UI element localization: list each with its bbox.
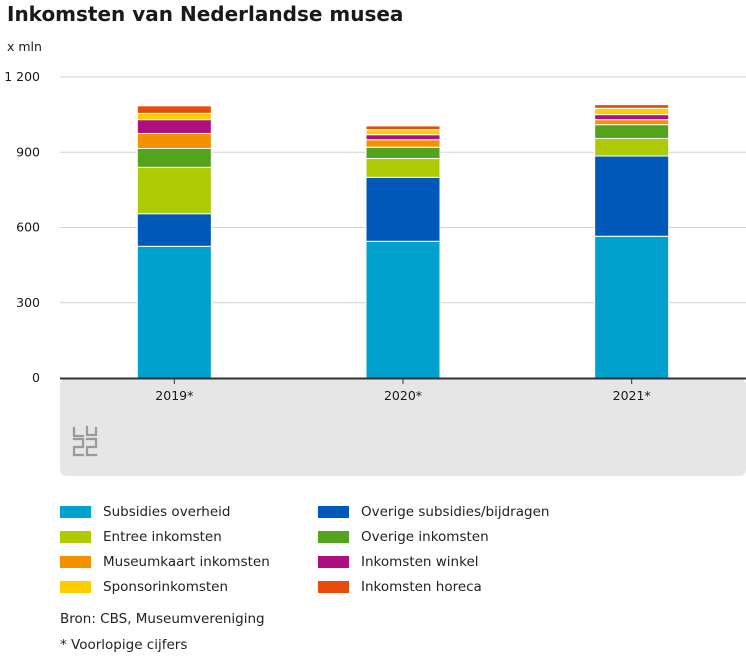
legend-item: Inkomsten horeca: [318, 577, 608, 596]
footnote: * Voorlopige cijfers: [60, 637, 188, 653]
y-tick-label: 0: [32, 370, 40, 385]
source-note: Bron: CBS, Museumvereniging: [60, 611, 265, 627]
legend-item: Subsidies overheid: [60, 502, 318, 521]
bar-segment: [365, 240, 441, 379]
bar-segment: [594, 137, 670, 157]
legend-item: Inkomsten winkel: [318, 552, 608, 571]
legend-item: Overige inkomsten: [318, 527, 608, 546]
bar-segment: [136, 112, 212, 121]
bar-segment: [365, 125, 441, 131]
legend-swatch: [60, 580, 91, 593]
chart-title: Inkomsten van Nederlandse musea: [7, 2, 404, 26]
bar-segment: [594, 124, 670, 139]
legend-label: Overige subsidies/bijdragen: [361, 503, 550, 520]
legend-item: Museumkaart inkomsten: [60, 552, 318, 571]
x-tick-label: 2021*: [613, 388, 651, 403]
legend-label: Subsidies overheid: [103, 503, 231, 520]
cbs-logo-icon: [72, 425, 98, 457]
chart-plot: 0 300 600 900 1 200 2019* 2020* 2021* x mln: [4, 39, 746, 476]
bar-segment: [594, 235, 670, 379]
plot-footer-panel: [60, 379, 746, 476]
bar-segment: [136, 119, 212, 134]
legend-item: Entree inkomsten: [60, 527, 318, 546]
y-tick-label: 300: [16, 295, 40, 310]
legend-label: Overige inkomsten: [361, 528, 489, 545]
legend-swatch: [60, 555, 91, 568]
legend-label: Inkomsten horeca: [361, 578, 482, 595]
bar-segment: [365, 176, 441, 242]
legend-item: Overige subsidies/bijdragen: [318, 502, 608, 521]
bar-segment: [136, 132, 212, 149]
bar-segment: [136, 105, 212, 114]
bar-segment: [594, 114, 670, 121]
legend-label: Sponsorinkomsten: [103, 578, 229, 595]
bar-segment: [365, 134, 441, 141]
y-tick-label: 600: [16, 220, 40, 235]
bar-segment: [365, 146, 441, 160]
bar-segment: [594, 104, 670, 109]
bar-segment: [136, 213, 212, 247]
bar-segment: [594, 107, 670, 116]
legend-swatch: [60, 530, 91, 543]
bar-segment: [136, 245, 212, 379]
x-tick-label: 2019*: [155, 388, 193, 403]
x-tick-label: 2020*: [384, 388, 422, 403]
legend-swatch: [60, 505, 91, 518]
legend-swatch: [318, 555, 349, 568]
legend-item: Sponsorinkomsten: [60, 577, 318, 596]
bar-segment: [136, 147, 212, 168]
legend-swatch: [318, 530, 349, 543]
legend: Subsidies overheid Overige subsidies/bijd…: [60, 502, 620, 596]
bar-segment: [136, 166, 212, 215]
bar-segment: [594, 119, 670, 126]
y-tick-label: 900: [16, 144, 40, 159]
legend-swatch: [318, 505, 349, 518]
y-axis-unit-label: x mln: [7, 39, 42, 54]
legend-label: Entree inkomsten: [103, 528, 222, 545]
legend-swatch: [318, 580, 349, 593]
bar-segment: [365, 129, 441, 136]
y-tick-label: 1 200: [4, 69, 40, 84]
bar-segment: [365, 158, 441, 178]
legend-label: Inkomsten winkel: [361, 553, 479, 570]
legend-label: Museumkaart inkomsten: [103, 553, 270, 570]
bar-segment: [365, 139, 441, 148]
bar-segment: [594, 155, 670, 237]
